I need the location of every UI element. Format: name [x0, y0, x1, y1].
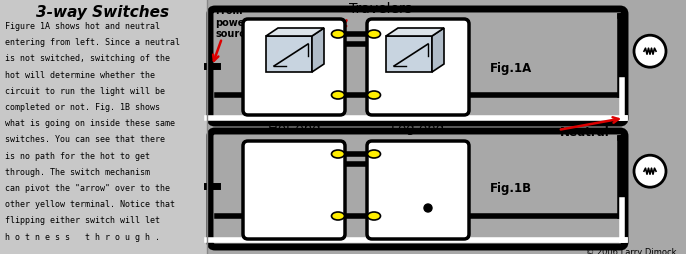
Circle shape	[634, 35, 666, 67]
Text: flipping either switch will let: flipping either switch will let	[5, 216, 160, 225]
Text: other yellow terminal. Notice that: other yellow terminal. Notice that	[5, 200, 175, 209]
Polygon shape	[312, 28, 324, 72]
Text: Fig.1A: Fig.1A	[490, 62, 532, 75]
Text: completed or not. Fig. 1B shows: completed or not. Fig. 1B shows	[5, 103, 160, 112]
Text: Hot end: Hot end	[268, 122, 320, 135]
Text: is no path for the hot to get: is no path for the hot to get	[5, 152, 150, 161]
FancyBboxPatch shape	[243, 141, 345, 239]
Ellipse shape	[368, 150, 381, 158]
Circle shape	[634, 155, 666, 187]
Text: is not switched, switching of the: is not switched, switching of the	[5, 54, 170, 64]
FancyBboxPatch shape	[210, 131, 625, 247]
Ellipse shape	[331, 212, 344, 220]
Text: entering from left. Since a neutral: entering from left. Since a neutral	[5, 38, 180, 47]
Text: hot will determine whether the: hot will determine whether the	[5, 71, 155, 80]
Bar	[644, 168, 656, 184]
Ellipse shape	[331, 150, 344, 158]
Ellipse shape	[331, 91, 344, 99]
FancyBboxPatch shape	[367, 19, 469, 115]
Bar	[266, 36, 312, 72]
Bar	[0, 0, 207, 254]
Text: Fig.1B: Fig.1B	[490, 182, 532, 195]
Bar	[644, 48, 656, 64]
FancyBboxPatch shape	[210, 9, 625, 123]
Bar	[207, 0, 686, 254]
Text: circuit to run the light will be: circuit to run the light will be	[5, 87, 165, 96]
Text: © 2006 Larry Dimock: © 2006 Larry Dimock	[585, 248, 676, 254]
FancyBboxPatch shape	[243, 19, 345, 115]
Text: h o t n e s s   t h r o u g h .: h o t n e s s t h r o u g h .	[5, 233, 160, 242]
FancyBboxPatch shape	[367, 141, 469, 239]
Text: Leg end: Leg end	[392, 122, 445, 135]
Ellipse shape	[368, 91, 381, 99]
Ellipse shape	[368, 30, 381, 38]
Circle shape	[424, 204, 432, 212]
Polygon shape	[266, 28, 324, 36]
Text: through. The switch mechanism: through. The switch mechanism	[5, 168, 150, 177]
Text: Figure 1A shows hot and neutral: Figure 1A shows hot and neutral	[5, 22, 160, 31]
Text: Neutral: Neutral	[560, 126, 610, 139]
Bar	[386, 36, 432, 72]
Text: what is going on inside these same: what is going on inside these same	[5, 119, 175, 128]
Text: 3-way Switches: 3-way Switches	[36, 5, 169, 20]
Polygon shape	[432, 28, 444, 72]
Text: can pivot the "arrow" over to the: can pivot the "arrow" over to the	[5, 184, 170, 193]
Polygon shape	[386, 28, 444, 36]
Ellipse shape	[368, 212, 381, 220]
Text: Travelers: Travelers	[348, 2, 412, 16]
Ellipse shape	[331, 30, 344, 38]
Text: switches. You can see that there: switches. You can see that there	[5, 135, 165, 145]
Text: From
power
source: From power source	[215, 6, 252, 39]
